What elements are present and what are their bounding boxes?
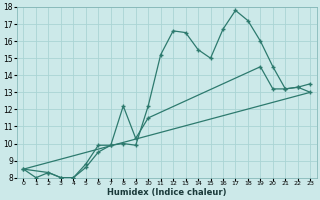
X-axis label: Humidex (Indice chaleur): Humidex (Indice chaleur) — [107, 188, 227, 197]
